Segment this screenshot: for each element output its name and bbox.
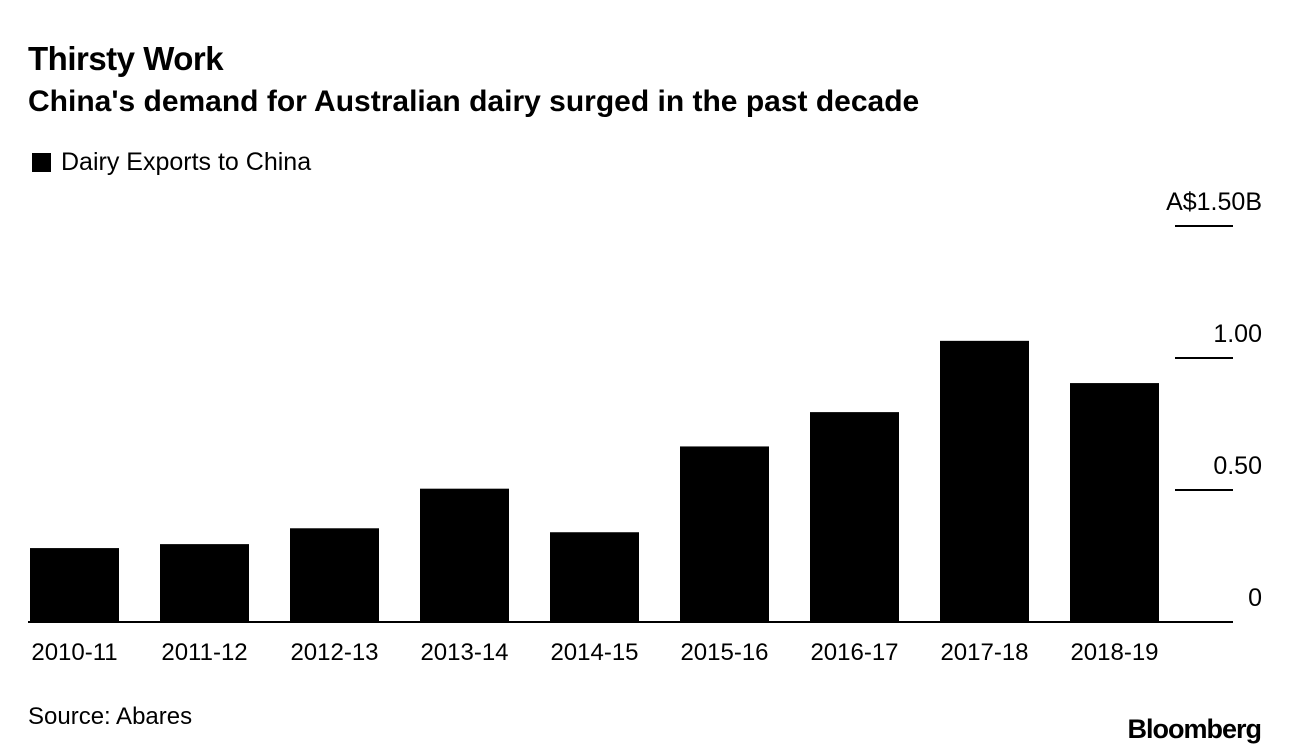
x-tick-label-2010-11: 2010-11 <box>31 639 117 666</box>
x-tick-label-2011-12: 2011-12 <box>161 639 247 666</box>
chart-subtitle: China's demand for Australian dairy surg… <box>28 85 920 118</box>
bloomberg-logo: Bloomberg <box>1127 714 1262 744</box>
bar-2015-16 <box>680 446 769 622</box>
y-tick-label-1.00: 1.00 <box>1213 320 1262 348</box>
x-tick-label-2016-17: 2016-17 <box>810 639 898 666</box>
bar-2012-13 <box>290 528 379 622</box>
bar-2016-17 <box>810 412 899 622</box>
x-tick-label-2015-16: 2015-16 <box>680 639 768 666</box>
x-tick-label-2013-14: 2013-14 <box>420 639 508 666</box>
y-tick-label-0.50: 0.50 <box>1213 452 1262 480</box>
bar-2011-12 <box>160 544 249 622</box>
bar-2010-11 <box>30 548 119 622</box>
x-tick-label-2012-13: 2012-13 <box>290 639 378 666</box>
bar-2014-15 <box>550 532 639 622</box>
bar-2017-18 <box>940 340 1029 622</box>
x-tick-label-2014-15: 2014-15 <box>550 639 638 666</box>
bar-2013-14 <box>420 488 509 622</box>
legend-label: Dairy Exports to China <box>61 148 312 176</box>
x-tick-label-2018-19: 2018-19 <box>1070 639 1158 666</box>
bar-2018-19 <box>1070 383 1159 622</box>
legend: Dairy Exports to China <box>32 148 311 177</box>
y-tick-label-A$1.50B: A$1.50B <box>1166 188 1262 216</box>
x-tick-label-2017-18: 2017-18 <box>940 639 1028 666</box>
y-tick-label-0: 0 <box>1248 584 1262 612</box>
legend-swatch <box>32 153 51 172</box>
source-note: Source: Abares <box>28 703 193 730</box>
chart-title: Thirsty Work <box>28 40 224 77</box>
